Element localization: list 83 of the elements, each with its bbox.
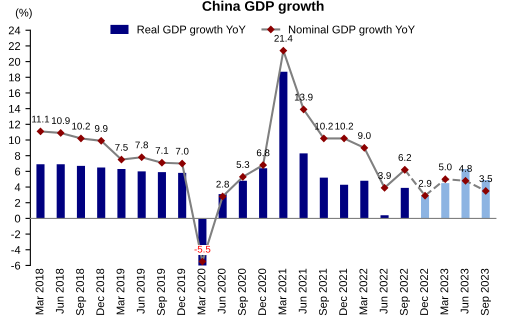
x-tick-label: Dec 2021 (339, 268, 348, 315)
bar (36, 164, 45, 218)
bar (138, 171, 146, 218)
bar (360, 180, 368, 218)
x-tick-label: Dec 2019 (177, 268, 186, 315)
bar (56, 164, 65, 218)
bar (178, 172, 186, 218)
chart-title: China GDP growth (202, 0, 324, 14)
x-tick-label: Dec 2022 (420, 268, 428, 315)
data-label: 3.9 (378, 172, 391, 179)
x-tick-label: Jun 2019 (136, 268, 145, 314)
data-label: 13.9 (294, 94, 313, 101)
bar (158, 172, 166, 218)
data-label: 10.2 (72, 122, 90, 130)
x-tick-label: Jun 2022 (380, 268, 388, 314)
data-label: 5.0 (438, 163, 452, 170)
data-label: 9.9 (94, 125, 108, 132)
x-tick-label: Mar 2018 (36, 268, 44, 314)
data-label: -5.5 (194, 246, 210, 253)
x-tick-label: Jun 2020 (218, 268, 226, 314)
data-label: 7.5 (115, 144, 128, 151)
y-tick-label: 18 (9, 74, 20, 82)
data-label: 4.8 (458, 165, 472, 172)
data-label: 10.9 (52, 117, 70, 124)
data-label: 5.3 (236, 161, 250, 168)
x-tick-label: Dec 2018 (96, 268, 104, 315)
bar (300, 153, 308, 218)
y-tick-label: -6 (11, 262, 20, 270)
y-tick-label: -4 (11, 246, 20, 254)
bar (340, 184, 348, 218)
data-label: 7.1 (156, 147, 168, 154)
x-tick-label: Mar 2020 (198, 268, 206, 314)
data-label: 6.2 (398, 154, 412, 161)
y-tick-label: 22 (8, 42, 20, 50)
bar (76, 166, 86, 218)
x-tick-label: Sep 2022 (400, 268, 410, 316)
y-tick-label: -2 (11, 230, 20, 238)
y-axis-title: (%) (16, 8, 32, 19)
bar (441, 183, 450, 218)
data-label: 10.2 (315, 122, 333, 130)
legend-label: Nominal GDP growth YoY (288, 25, 415, 36)
x-tick-label: Jun 2023 (460, 268, 469, 314)
bar (400, 188, 409, 218)
y-tick-label: 2 (15, 198, 20, 207)
y-tick-label: 20 (8, 58, 20, 66)
y-tick-label: 14 (9, 105, 20, 113)
x-tick-label: Sep 2020 (238, 268, 248, 316)
x-tick-label: Sep 2018 (76, 268, 86, 316)
bar (259, 168, 268, 218)
x-tick-label: Jun 2018 (56, 268, 64, 314)
x-tick-label: Mar 2019 (116, 268, 124, 314)
x-tick-label: Mar 2023 (440, 268, 448, 314)
data-label: 3.5 (479, 175, 492, 182)
x-tick-label: Dec 2020 (258, 268, 266, 315)
bar (117, 169, 126, 218)
y-tick-label: 0 (14, 214, 20, 223)
x-tick-label: Sep 2023 (480, 268, 491, 316)
bar (97, 167, 106, 218)
bar (320, 178, 328, 218)
x-tick-label: Sep 2021 (318, 268, 330, 316)
y-tick-label: 8 (14, 152, 20, 160)
data-label: 7.8 (135, 141, 148, 148)
data-label: 9.0 (358, 132, 371, 139)
y-tick-label: 6 (15, 168, 20, 176)
y-tick-label: 16 (9, 89, 20, 98)
data-label: 7.0 (176, 148, 189, 155)
x-tick-label: Jun 2021 (298, 268, 307, 314)
data-label: 2.8 (216, 180, 229, 188)
data-label: 6.8 (256, 149, 270, 156)
x-tick-label: Mar 2021 (278, 268, 286, 314)
bar (279, 72, 288, 218)
y-tick-label: 10 (9, 136, 20, 144)
data-label: 2.9 (418, 180, 432, 187)
data-label: 21.4 (274, 34, 293, 42)
y-tick-label: 4 (14, 183, 20, 192)
bar (238, 180, 247, 218)
x-tick-label: Sep 2019 (157, 268, 168, 316)
legend-label: Real GDP growth YoY (138, 25, 246, 36)
data-label: 10.2 (335, 122, 354, 130)
x-tick-label: Mar 2022 (359, 268, 368, 314)
y-tick-label: 24 (8, 26, 20, 34)
y-tick-label: 12 (9, 120, 20, 128)
data-label: 11.1 (32, 116, 50, 122)
